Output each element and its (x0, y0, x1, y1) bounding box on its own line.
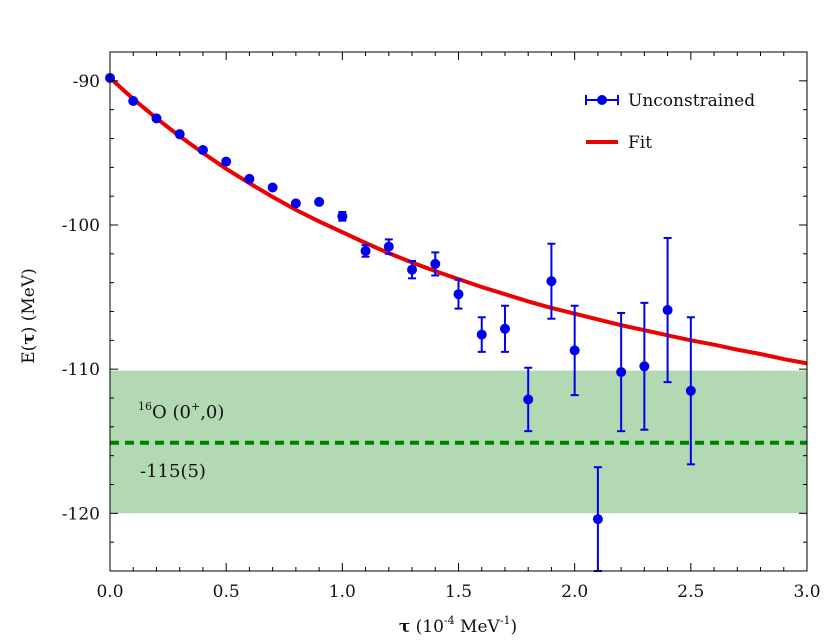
data-point (128, 96, 139, 107)
y-tick-label: -100 (62, 216, 100, 236)
fit-curve-group (108, 76, 808, 366)
data-point (290, 198, 301, 209)
data-point-marker (314, 196, 325, 207)
y-axis-title: E(τ) (MeV) (19, 268, 39, 364)
reference-nucleus-label: 16O (0+,0) (138, 400, 224, 423)
x-tick-label: 3.0 (793, 582, 820, 602)
data-point (244, 173, 255, 184)
data-point (267, 182, 278, 193)
data-point-marker (337, 211, 348, 222)
data-point-marker (685, 385, 696, 396)
data-point-marker (267, 182, 278, 193)
data-point-marker (453, 289, 464, 300)
data-points-group (105, 72, 696, 572)
y-tick-label: -90 (73, 72, 100, 92)
data-point-marker (383, 241, 394, 252)
data-point-marker (476, 329, 487, 340)
data-point-marker (197, 145, 208, 156)
data-point (616, 311, 627, 433)
x-tick-label: 1.0 (329, 582, 356, 602)
x-tick-label: 0.0 (96, 582, 123, 602)
data-point (639, 301, 650, 431)
data-point (592, 466, 603, 572)
data-point (337, 211, 348, 222)
x-tick-label: 2.0 (561, 582, 588, 602)
data-point (383, 238, 394, 255)
y-tick-label: -110 (62, 360, 100, 380)
data-point-marker (569, 345, 580, 356)
data-point-marker (360, 245, 371, 256)
data-point (523, 366, 534, 433)
data-point (546, 242, 557, 320)
data-point-marker (407, 264, 418, 275)
data-point-marker (430, 258, 441, 269)
data-point (685, 316, 696, 466)
data-point (430, 251, 441, 277)
data-point (360, 244, 371, 258)
data-point-marker (546, 276, 557, 287)
x-tick-label: 1.5 (445, 582, 472, 602)
data-point-marker (523, 394, 534, 405)
x-axis-title: τ (10-4 MeV-1) (399, 614, 517, 637)
data-point-marker (662, 305, 673, 316)
data-point (221, 156, 232, 167)
y-axis: -90 -100 -110 -120 (62, 51, 807, 543)
data-point (569, 304, 580, 397)
data-point-marker (221, 156, 232, 167)
x-axis: 0.0 0.5 1.0 1.5 2.0 2.5 3.0 (96, 52, 821, 602)
x-tick-label: 0.5 (213, 582, 240, 602)
data-point-marker (174, 129, 185, 140)
data-point-marker (151, 113, 162, 124)
data-point (314, 196, 325, 207)
reference-band-group (110, 370, 807, 514)
data-point-marker (290, 198, 301, 209)
legend-label-fit: Fit (628, 133, 652, 153)
data-point-marker (499, 323, 510, 334)
data-point-marker (592, 514, 603, 525)
data-point-marker (128, 96, 139, 107)
data-point (174, 129, 185, 140)
x-tick-label: 2.5 (677, 582, 704, 602)
legend: Unconstrained Fit (585, 91, 755, 153)
data-point (151, 113, 162, 124)
data-point-marker (244, 173, 255, 184)
y-tick-label: -120 (62, 504, 100, 524)
legend-label-unconstrained: Unconstrained (628, 91, 755, 111)
data-point (407, 260, 418, 280)
reference-value-label: -115(5) (140, 461, 206, 482)
legend-marker-dot-unconstrained (597, 95, 607, 105)
data-point-marker (616, 367, 627, 378)
data-point (197, 145, 208, 156)
fit-curve (108, 76, 808, 366)
data-point (662, 236, 673, 384)
data-point-marker (639, 361, 650, 372)
data-point (453, 278, 464, 310)
data-point (499, 304, 510, 353)
data-point (476, 316, 487, 353)
